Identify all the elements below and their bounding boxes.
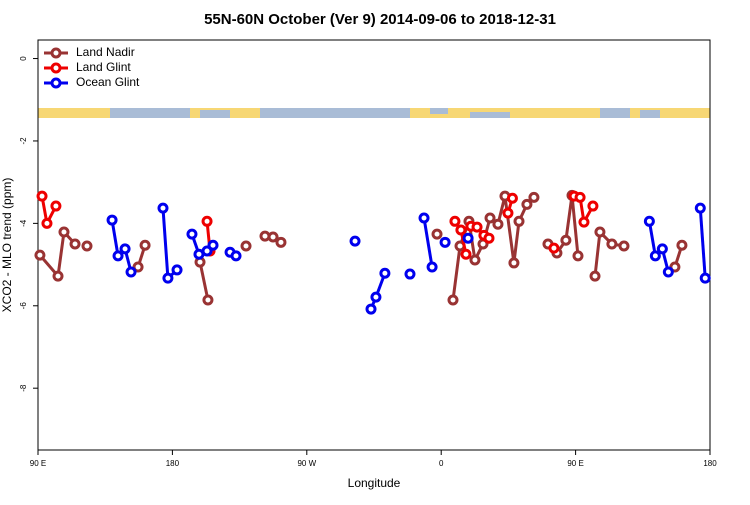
data-point [439, 236, 451, 248]
data-point [484, 212, 496, 224]
data-point [492, 218, 504, 230]
data-point [34, 249, 46, 261]
data-point [694, 202, 706, 214]
data-point [240, 240, 252, 252]
data-point [455, 224, 467, 236]
x-axis-label: Longitude [348, 476, 401, 490]
legend-marker [50, 77, 62, 89]
data-point [41, 217, 53, 229]
data-point [230, 250, 242, 262]
legend-label: Ocean Glint [76, 75, 140, 89]
data-point [521, 198, 533, 210]
data-point [572, 250, 584, 262]
data-point [370, 291, 382, 303]
data-point [528, 191, 540, 203]
data-point [447, 294, 459, 306]
y-axis-label: XCO2 - MLO trend (ppm) [0, 178, 14, 313]
chart-title: 55N-60N October (Ver 9) 2014-09-06 to 20… [204, 11, 556, 28]
series-line [198, 261, 210, 301]
y-tick-label: 0 [19, 56, 28, 61]
data-point [171, 264, 183, 276]
data-point [508, 257, 520, 269]
data-point [125, 266, 137, 278]
series-line [422, 217, 434, 268]
data-point [426, 261, 438, 273]
data-point [574, 191, 586, 203]
data-point [365, 303, 377, 315]
data-point [578, 216, 590, 228]
data-point [587, 200, 599, 212]
data-point [643, 215, 655, 227]
data-point [157, 202, 169, 214]
data-point [618, 240, 630, 252]
data-point [431, 228, 443, 240]
y-tick-label: -2 [19, 137, 28, 145]
data-point [119, 243, 131, 255]
x-tick-label: 180 [166, 459, 180, 468]
data-point [449, 215, 461, 227]
data-point [469, 254, 481, 266]
map-strip [38, 108, 710, 118]
data-point [649, 250, 661, 262]
data-point [275, 236, 287, 248]
y-tick-label: -6 [19, 302, 28, 310]
data-point [132, 261, 144, 273]
data-point [379, 267, 391, 279]
data-point [207, 239, 219, 251]
data-point [676, 239, 688, 251]
data-point [471, 221, 483, 233]
series-line [593, 228, 625, 277]
data-point [462, 232, 474, 244]
plot-frame [37, 39, 711, 451]
data-point [594, 226, 606, 238]
series-line [38, 228, 77, 280]
data-point [606, 238, 618, 250]
data-point [267, 231, 279, 243]
legend-marker [50, 47, 62, 59]
data-point [662, 266, 674, 278]
data-point [513, 215, 525, 227]
data-point [201, 215, 213, 227]
data-point [106, 214, 118, 226]
legend-label: Land Nadir [76, 45, 135, 59]
data-point [560, 234, 572, 246]
x-tick-label: 180 [703, 459, 717, 468]
data-point [502, 207, 514, 219]
y-tick-label: -4 [19, 219, 28, 227]
data-point [58, 226, 70, 238]
series-line [369, 272, 387, 310]
x-tick-label: 90 W [297, 459, 316, 468]
x-tick-label: 0 [439, 459, 444, 468]
data-point [699, 272, 711, 284]
data-point [162, 272, 174, 284]
data-point [589, 270, 601, 282]
series-line [698, 208, 707, 279]
data-point [460, 248, 472, 260]
data-point [404, 268, 416, 280]
data-point [36, 190, 48, 202]
data-point [506, 192, 518, 204]
data-point [483, 232, 495, 244]
y-tick-label: -8 [19, 384, 28, 392]
data-point [139, 239, 151, 251]
data-point [50, 200, 62, 212]
data-point [656, 243, 668, 255]
data-point [349, 235, 361, 247]
data-point [418, 212, 430, 224]
legend-marker [50, 62, 62, 74]
data-point [81, 240, 93, 252]
x-tick-label: 90 E [30, 459, 46, 468]
data-point [112, 250, 124, 262]
data-point [52, 270, 64, 282]
data-point [202, 294, 214, 306]
data-point [548, 242, 560, 254]
data-point [69, 238, 81, 250]
data-point [186, 228, 198, 240]
x-tick-label: 90 E [567, 459, 583, 468]
legend-label: Land Glint [76, 60, 131, 74]
